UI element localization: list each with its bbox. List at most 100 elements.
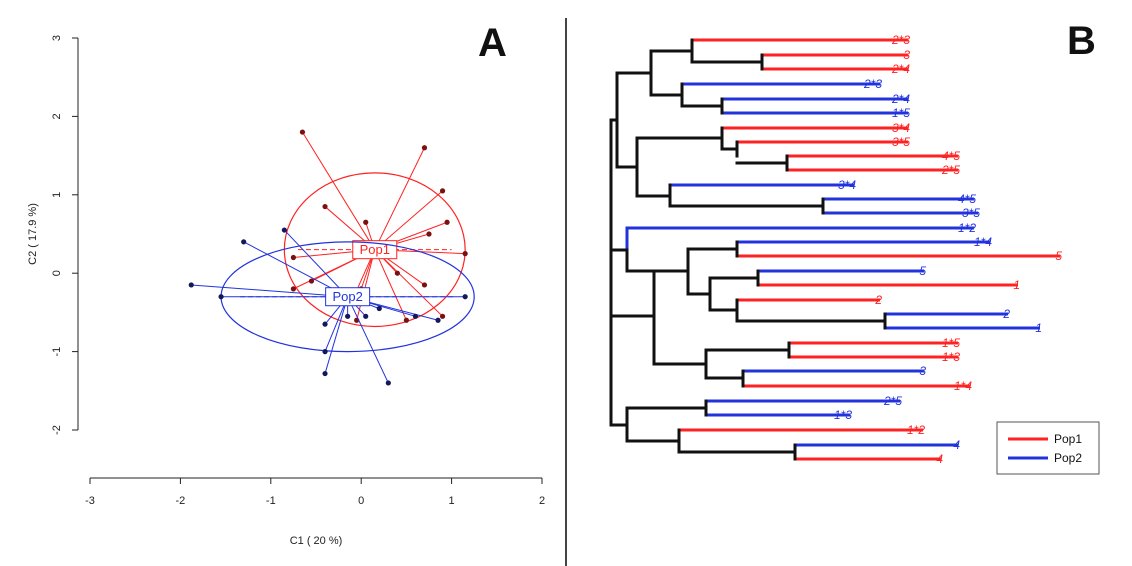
plot-area: Pop1 Pop2 <box>188 129 475 386</box>
data-point <box>439 188 446 194</box>
leaf-label: 1*3 <box>942 350 960 364</box>
leaf-label: 2*3 <box>863 77 882 91</box>
star-ray <box>374 249 443 317</box>
data-point <box>385 380 391 386</box>
leaf-label: 1 <box>1013 278 1020 292</box>
leaf-label: 4*5 <box>958 192 976 206</box>
data-point <box>462 294 468 300</box>
data-point <box>290 254 296 261</box>
centroid-label-box <box>325 287 371 307</box>
y-ticks: 3 2 1 0 -1 -2 <box>51 35 78 435</box>
star-ray <box>347 296 389 384</box>
data-point <box>439 313 446 319</box>
leaf-label: 3*4 <box>892 121 910 135</box>
leaf-label: 1*4 <box>954 379 972 393</box>
data-point <box>241 239 247 245</box>
data-point <box>322 370 328 377</box>
data-point <box>426 231 432 237</box>
star-ray <box>374 190 443 251</box>
x-tick-label: 0 <box>358 495 364 507</box>
centroid-label: Pop2 <box>332 289 362 304</box>
leaf-label: 2*5 <box>883 394 902 408</box>
star-ray <box>191 284 348 298</box>
leaf-label: 1*5 <box>892 106 910 120</box>
leaf-label: 4 <box>936 452 943 466</box>
leaf-label: 2 <box>874 293 882 307</box>
y-tick-label: 0 <box>51 270 63 276</box>
leaf-label: 1*2 <box>958 221 976 235</box>
y-tick-label: 1 <box>51 192 63 198</box>
legend: Pop1 Pop2 <box>996 421 1100 475</box>
data-point <box>322 203 328 210</box>
leaf-label: 3*5 <box>962 206 980 220</box>
data-point <box>281 227 287 233</box>
panel-letter-b: B <box>1067 19 1096 63</box>
data-point <box>322 349 328 355</box>
group-pop1: Pop1 <box>283 129 468 328</box>
x-tick-label: -2 <box>176 495 186 507</box>
star-ray <box>324 296 349 374</box>
leaf-label: 1 <box>1035 321 1042 335</box>
data-point <box>290 286 296 292</box>
data-point <box>345 313 351 319</box>
legend-label-pop2: Pop2 <box>1054 451 1082 465</box>
data-point <box>218 294 224 300</box>
leaf-label: 3*5 <box>892 135 910 149</box>
y-tick-label: -2 <box>51 425 63 435</box>
legend-box <box>996 421 1100 475</box>
y-tick-label: -1 <box>51 347 63 357</box>
data-point <box>299 129 306 135</box>
panel-b-dendrogram: 2*332*42*32*41*53*43*54*52*53*44*53*51*2… <box>609 19 1100 475</box>
y-tick-label: 3 <box>51 35 63 41</box>
x-tick-label: 1 <box>449 495 455 507</box>
star-ray <box>356 249 376 321</box>
data-point <box>444 219 450 225</box>
leaf-label: 5 <box>919 264 926 278</box>
data-point <box>322 321 328 327</box>
data-point <box>421 282 428 288</box>
data-point <box>435 317 441 323</box>
panel-letter-a: A <box>478 21 507 65</box>
data-point <box>376 305 382 312</box>
star-ray <box>302 131 376 250</box>
leaf-label: 1*3 <box>834 408 852 422</box>
leaf-label: 2*5 <box>941 163 960 177</box>
leaf-label: 2*4 <box>891 92 910 106</box>
leaf-label: 5 <box>1055 249 1062 263</box>
data-point <box>412 313 419 319</box>
leaf-label: 3 <box>903 48 910 62</box>
group-pop2: Pop2 <box>188 227 475 386</box>
x-axis-label: C1 ( 20 %) <box>290 535 343 547</box>
x-tick-label: 2 <box>539 495 545 507</box>
dendrogram-tree: 2*332*42*32*41*53*43*54*52*53*44*53*51*2… <box>609 33 1062 466</box>
leaf-label: 2 <box>1002 307 1010 321</box>
leaf-label: 2*3 <box>891 33 910 47</box>
star-ray <box>374 147 425 250</box>
leaf-label: 1*4 <box>974 235 992 249</box>
centroid-label-box <box>352 240 398 260</box>
data-point <box>188 282 194 288</box>
leaf-label: 2*4 <box>891 62 910 76</box>
data-point <box>403 317 409 323</box>
leaf-label: 4 <box>953 438 960 452</box>
leaf-label: 4*5 <box>942 149 960 163</box>
legend-label-pop1: Pop1 <box>1054 432 1082 446</box>
inertia-ellipse <box>283 172 466 328</box>
data-point <box>308 278 315 284</box>
leaf-label: 3*4 <box>838 178 856 192</box>
y-tick-label: 2 <box>51 113 63 119</box>
star-ray <box>374 249 407 321</box>
x-ticks: -3 -2 -1 0 1 2 <box>85 478 545 507</box>
centroid-label: Pop1 <box>360 242 390 257</box>
data-point <box>394 270 400 276</box>
x-tick-label: -3 <box>85 495 95 507</box>
leaf-label: 1*5 <box>942 336 960 350</box>
star-ray <box>283 229 349 298</box>
leaf-label: 1*2 <box>907 423 925 437</box>
data-point <box>421 145 428 151</box>
data-point <box>462 251 468 257</box>
leaves: 2*332*42*32*41*53*43*54*52*53*44*53*51*2… <box>627 33 1062 466</box>
y-axis-label: C2 ( 17.9 %) <box>27 203 39 265</box>
data-point <box>363 313 369 319</box>
